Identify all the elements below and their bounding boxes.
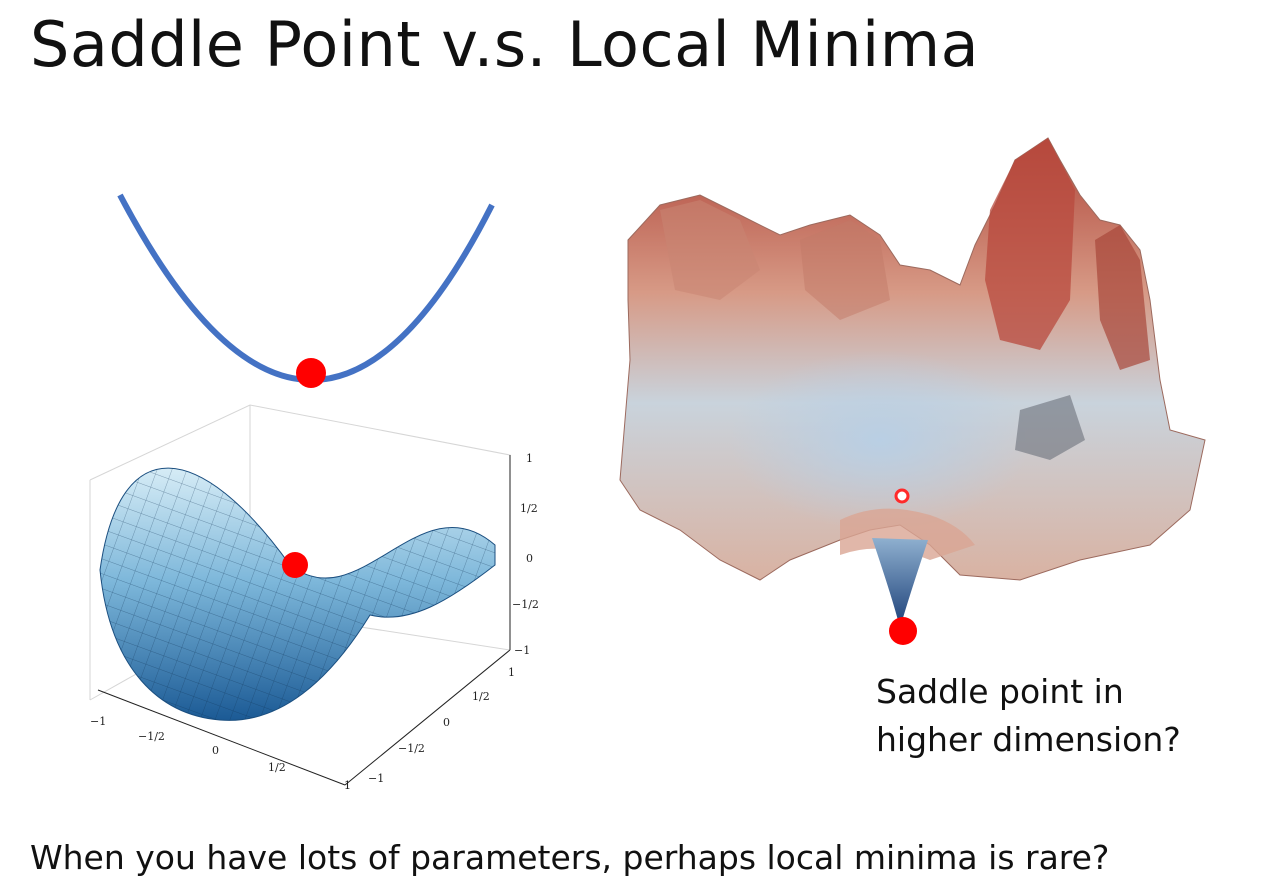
x-tick-label: 0	[212, 744, 219, 757]
y-tick-label: −1/2	[398, 742, 425, 755]
parabola-curve	[117, 193, 495, 383]
z-tick-label: −1	[514, 644, 530, 657]
x-tick-label: 1/2	[268, 761, 286, 774]
z-tick-label: 0	[526, 552, 533, 565]
caption-line: higher dimension?	[876, 720, 1181, 759]
minimum-ball	[296, 358, 326, 388]
y-tick-label: 1	[508, 666, 515, 679]
x-tick-label: 1	[344, 779, 351, 792]
deep-funnel	[872, 538, 928, 628]
x-tick-label: −1	[90, 715, 106, 728]
caption-line: Saddle point in	[876, 672, 1124, 711]
slide-title: Saddle Point v.s. Local Minima	[30, 8, 980, 81]
saddle-marker	[894, 488, 910, 504]
y-tick-label: 1/2	[472, 690, 490, 703]
z-tick-label: 1	[526, 452, 533, 465]
minimum-ball-deep	[889, 617, 917, 645]
z-tick-label: −1/2	[512, 598, 539, 611]
bottom-text: When you have lots of parameters, perhap…	[30, 838, 1110, 877]
z-tick-label: 1/2	[520, 502, 538, 515]
y-tick-label: −1	[368, 772, 384, 785]
y-tick-label: 0	[443, 716, 450, 729]
saddle-ball	[282, 552, 308, 578]
loss-landscape	[619, 137, 1206, 645]
landscape-caption: Saddle point in higher dimension?	[876, 668, 1181, 764]
x-tick-label: −1/2	[138, 730, 165, 743]
saddle-plot: 1 1/2 0 −1/2 −1 −1 −1/2 0 1/2 1 −1 −1/2 …	[89, 404, 539, 792]
